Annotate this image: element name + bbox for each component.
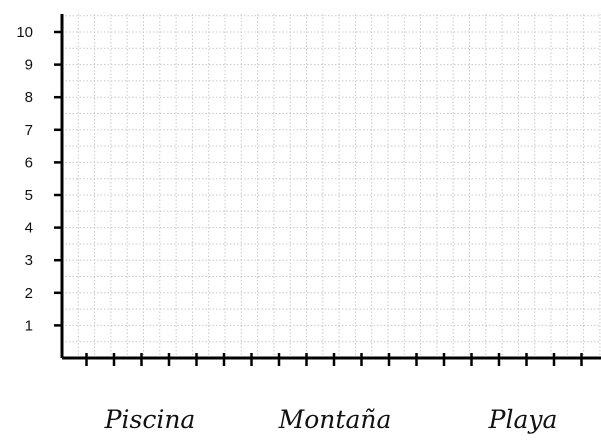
y-tick-label: 4 — [25, 220, 33, 237]
y-tick-label: 3 — [25, 252, 33, 269]
y-tick-label: 1 — [25, 317, 33, 334]
category-labels: Piscina Montaña Playa — [104, 405, 558, 434]
y-tick-label: 7 — [25, 122, 33, 139]
grid-lines — [62, 14, 601, 358]
y-tick-label: 2 — [25, 285, 33, 302]
category-label: Piscina — [104, 405, 196, 434]
y-axis-labels: 1 2 3 4 5 6 7 8 9 10 — [16, 24, 33, 334]
category-label: Montaña — [278, 405, 392, 434]
y-tick-label: 10 — [16, 24, 33, 41]
axes — [60, 14, 601, 360]
y-tick-label: 6 — [25, 154, 33, 171]
y-tick-label: 9 — [25, 57, 33, 74]
y-tick-label: 5 — [25, 187, 33, 204]
y-tick-label: 8 — [25, 89, 33, 106]
category-label: Playa — [488, 405, 558, 434]
